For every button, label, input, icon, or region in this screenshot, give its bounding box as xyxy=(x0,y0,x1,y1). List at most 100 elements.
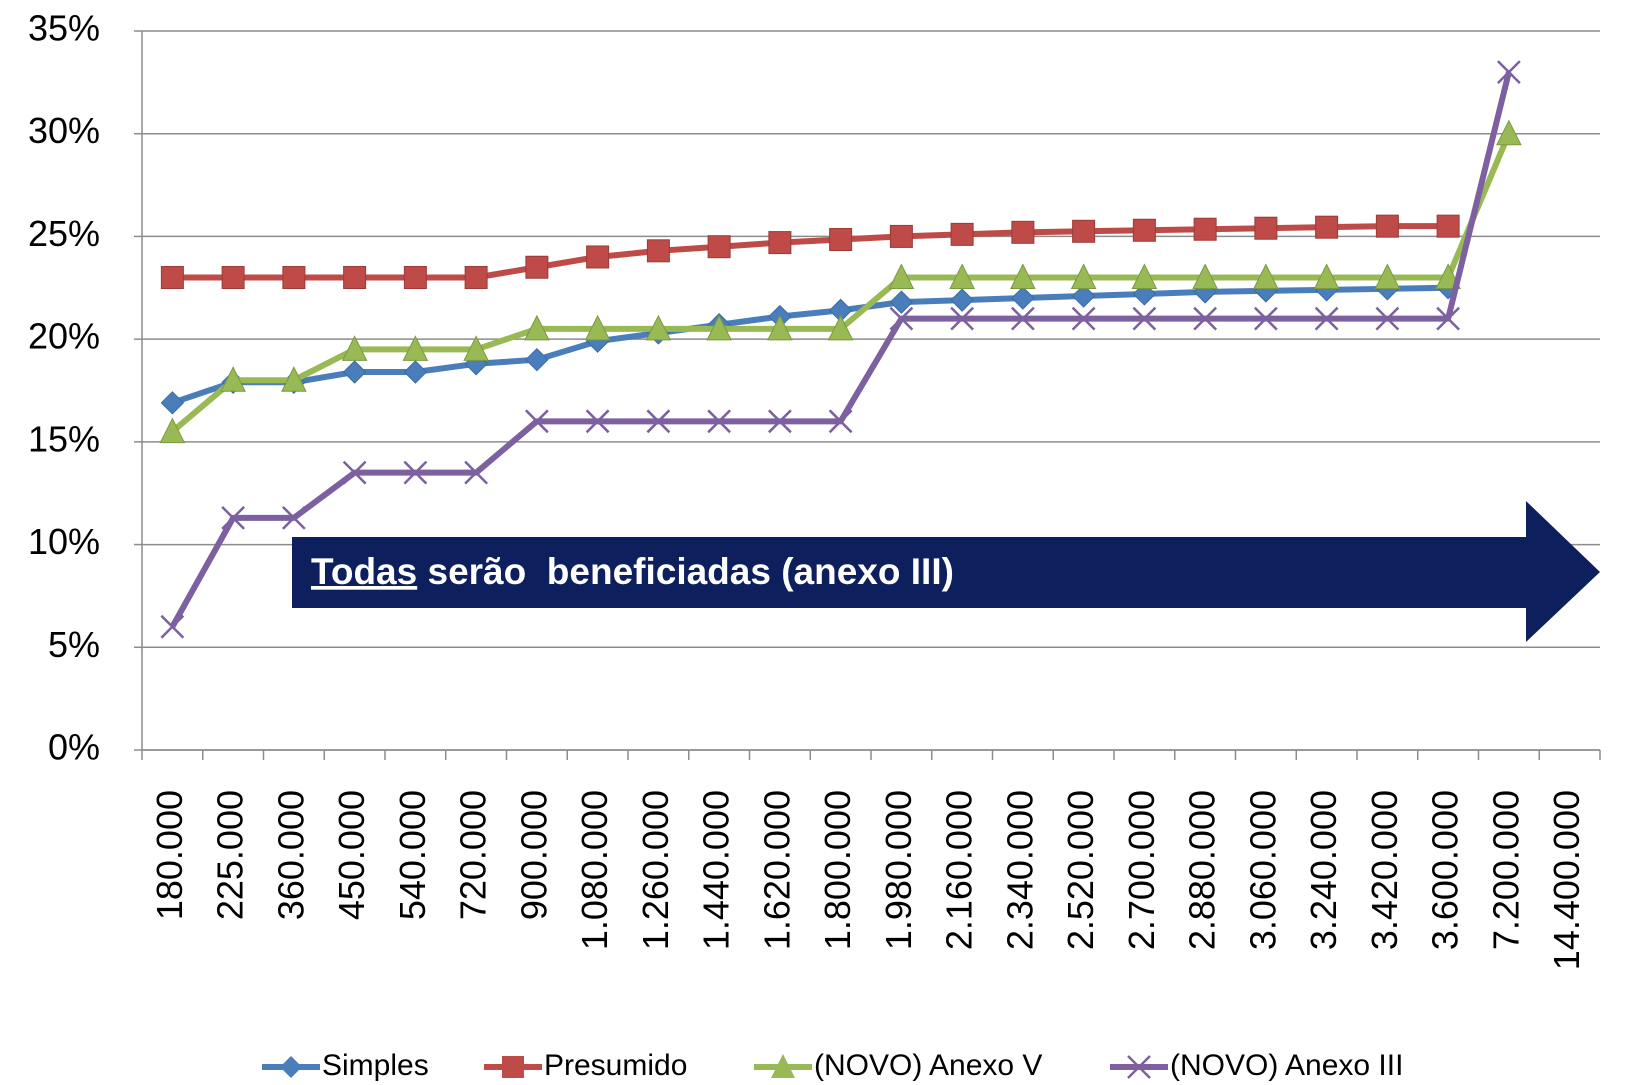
x-tick-label: 2.160.000 xyxy=(939,790,980,950)
marker xyxy=(403,266,427,290)
marker xyxy=(585,409,610,434)
marker xyxy=(221,505,246,530)
marker xyxy=(525,255,549,279)
marker xyxy=(1010,306,1035,331)
marker xyxy=(1010,263,1036,290)
marker xyxy=(341,335,368,361)
marker xyxy=(1253,306,1278,331)
y-tick-label: 30% xyxy=(28,110,100,151)
series-line xyxy=(171,284,1449,406)
x-tick-label: 3.060.000 xyxy=(1242,790,1283,950)
x-tick-label: 3.240.000 xyxy=(1303,790,1344,950)
y-tick-label: 25% xyxy=(28,213,100,254)
marker xyxy=(464,460,489,485)
marker xyxy=(950,222,974,246)
marker xyxy=(281,505,306,530)
marker xyxy=(342,460,367,485)
marker xyxy=(1496,119,1522,146)
grid xyxy=(134,30,1601,760)
marker xyxy=(889,290,914,314)
x-tick-label: 540.000 xyxy=(392,790,433,920)
legend-item: (NOVO) Anexo III xyxy=(1110,1049,1403,1082)
marker xyxy=(950,306,975,331)
x-tick-label: 1.800.000 xyxy=(817,790,858,950)
x-tick-label: 14.400.000 xyxy=(1546,790,1587,970)
x-tick-label: 2.340.000 xyxy=(999,790,1040,950)
x-tick-label: 1.980.000 xyxy=(878,790,919,950)
marker xyxy=(1496,60,1521,84)
marker xyxy=(343,266,367,290)
marker xyxy=(767,314,793,341)
y-tick-label: 15% xyxy=(28,418,100,459)
marker xyxy=(707,409,732,434)
x-tick-label: 180.000 xyxy=(149,790,190,920)
marker xyxy=(1131,263,1158,290)
marker xyxy=(889,224,913,248)
x-tick-label: 720.000 xyxy=(453,790,494,920)
marker xyxy=(707,235,731,259)
legend-label: (NOVO) Anexo V xyxy=(814,1049,1042,1082)
marker xyxy=(584,314,611,341)
marker xyxy=(1374,263,1401,290)
series xyxy=(160,214,1460,290)
series xyxy=(159,119,1522,444)
marker xyxy=(1436,306,1461,331)
marker xyxy=(464,266,488,290)
y-tick-label: 5% xyxy=(48,624,100,665)
y-tick-label: 35% xyxy=(28,8,100,49)
marker xyxy=(706,314,732,341)
marker xyxy=(220,366,246,392)
x-tick-label: 1.080.000 xyxy=(574,790,615,950)
marker xyxy=(525,347,549,372)
marker xyxy=(645,314,672,341)
x-tick-label: 360.000 xyxy=(270,790,311,920)
x-tick-label: 2.700.000 xyxy=(1121,790,1162,950)
marker xyxy=(949,263,975,290)
marker xyxy=(646,239,670,263)
marker xyxy=(1375,306,1400,331)
arrow-shape xyxy=(292,501,1600,642)
legend-marker xyxy=(280,1056,302,1078)
marker xyxy=(1072,219,1096,243)
legend-marker xyxy=(502,1056,524,1078)
marker xyxy=(524,314,550,341)
marker xyxy=(950,288,974,312)
legend-marker xyxy=(771,1054,795,1078)
marker xyxy=(524,409,549,434)
marker xyxy=(1314,306,1339,331)
marker xyxy=(1315,215,1339,239)
annotation-underlined: Todas xyxy=(311,551,417,592)
marker xyxy=(403,360,428,384)
marker xyxy=(1071,284,1096,308)
marker xyxy=(403,460,428,485)
marker xyxy=(1132,218,1156,242)
legend-label: Presumido xyxy=(544,1049,687,1082)
marker xyxy=(767,409,792,434)
x-tick-label: 3.420.000 xyxy=(1364,790,1405,950)
legend-label: (NOVO) Anexo III xyxy=(1170,1049,1403,1082)
marker xyxy=(1436,214,1460,238)
legend-item: Simples xyxy=(262,1049,429,1082)
marker xyxy=(463,335,489,361)
series xyxy=(160,60,1521,639)
marker xyxy=(586,245,610,269)
x-tick-label: 3.600.000 xyxy=(1425,790,1466,950)
annotation-arrow: Todas serão beneficiadas (anexo III) xyxy=(292,501,1600,642)
marker xyxy=(221,266,245,290)
y-tick-label: 20% xyxy=(28,316,100,357)
x-tick-label: 900.000 xyxy=(513,790,554,920)
legend-label: Simples xyxy=(322,1049,429,1082)
marker xyxy=(889,306,914,331)
marker xyxy=(1313,263,1340,290)
marker xyxy=(281,366,307,392)
series-line xyxy=(172,223,1449,281)
marker xyxy=(160,391,185,415)
marker xyxy=(829,228,853,252)
marker xyxy=(1253,263,1279,290)
y-tick-label: 10% xyxy=(28,521,100,562)
marker xyxy=(402,335,429,361)
marker xyxy=(160,614,185,639)
marker xyxy=(1011,220,1035,244)
marker xyxy=(1193,306,1218,331)
